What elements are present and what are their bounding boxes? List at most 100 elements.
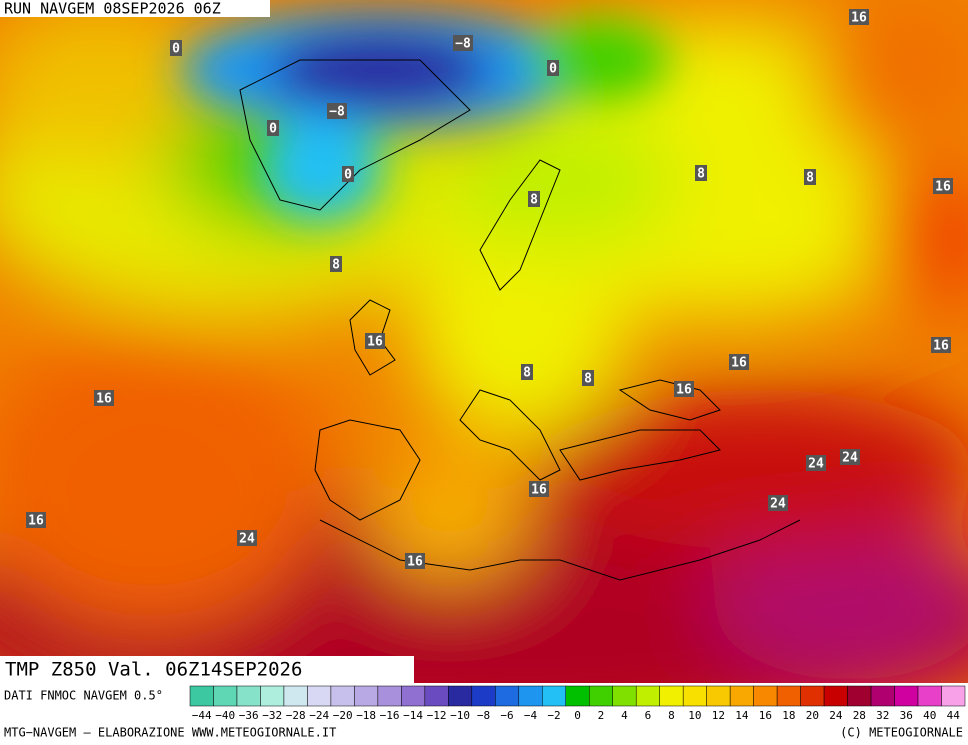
contour-label: 24 [239, 532, 255, 547]
contour-label-box [931, 337, 951, 353]
colorbar-swatch [307, 685, 332, 707]
contour-label: 24 [808, 457, 824, 472]
contour-label: 24 [770, 497, 786, 512]
contour-label-box [674, 381, 694, 397]
contour-label-box [528, 191, 540, 207]
contour-label-box [342, 166, 354, 182]
map-title: TMP Z850 Val. 06Z14SEP2026 [5, 659, 302, 681]
contour-label: 0 [344, 168, 352, 183]
coastlines [239, 59, 801, 581]
colorbar-swatch [260, 685, 285, 707]
contour-label: −8 [329, 105, 345, 120]
colorbar-tick-label: −2 [547, 709, 560, 722]
colorbar-swatch [471, 685, 496, 707]
colorbar-tick-label: 16 [759, 709, 772, 722]
contour-label: 16 [935, 180, 951, 195]
colorbar-swatch [635, 685, 660, 707]
colorbar-swatch [659, 685, 684, 707]
colorbar-tick-label: 18 [782, 709, 795, 722]
colorbar-swatch [377, 685, 402, 707]
colorbar-tick-label: −16 [380, 709, 400, 722]
contour-label-box [330, 256, 342, 272]
colorbar-swatch [330, 685, 355, 707]
colorbar-swatch [495, 685, 520, 707]
colorbar-tick-label: −14 [403, 709, 423, 722]
colorbar-swatch [518, 685, 543, 707]
contour-label: 16 [407, 555, 423, 570]
colorbar-tick-label: −18 [356, 709, 376, 722]
contour-label-box [365, 333, 385, 349]
colorbar-swatch [542, 685, 567, 707]
colorbar-swatch [941, 685, 966, 707]
colorbar-swatch [401, 685, 426, 707]
colorbar-swatch [776, 685, 801, 707]
contour-label: 16 [28, 514, 44, 529]
colorbar-tick-label: −12 [427, 709, 447, 722]
colorbar-swatch [213, 685, 238, 707]
contour-label-box [840, 449, 860, 465]
header-box [0, 0, 270, 17]
colorbar-swatch [424, 685, 449, 707]
colorbar-swatch [753, 685, 778, 707]
colorbar-swatch [448, 685, 473, 707]
contour-label: 16 [531, 483, 547, 498]
contour-label: 24 [842, 451, 858, 466]
colorbar-swatch [917, 685, 942, 707]
contour-label: 0 [549, 62, 557, 77]
contour-label: 16 [731, 356, 747, 371]
colorbar-tick-label: 2 [598, 709, 605, 722]
colorbar-tick-label: −40 [215, 709, 235, 722]
contour-label-box [806, 455, 826, 471]
colorbar-tick-label: −8 [477, 709, 490, 722]
colorbar-swatch [894, 685, 919, 707]
colorbar-tick-label: −28 [286, 709, 306, 722]
contour-label-box [405, 553, 425, 569]
contour-label: 8 [697, 167, 705, 182]
colorbar-tick-label: −10 [450, 709, 470, 722]
contour-label: 16 [96, 392, 112, 407]
colorbar-tick-label: 44 [947, 709, 961, 722]
footer-right: (C) METEOGIORNALE [840, 726, 963, 740]
colorbar-tick-label: 24 [829, 709, 843, 722]
contour-label-box [768, 495, 788, 511]
colorbar-tick-label: 14 [735, 709, 749, 722]
colorbar-tick-label: −44 [192, 709, 212, 722]
colorbar-swatch [800, 685, 825, 707]
contour-label: −8 [455, 37, 471, 52]
colorbar-swatch [236, 685, 261, 707]
colorbar-tick-label: 10 [688, 709, 701, 722]
contour-label-box [170, 40, 182, 56]
colorbar-tick-label: −36 [239, 709, 259, 722]
colorbar-tick-label: 20 [806, 709, 819, 722]
colorbar-tick-label: 8 [668, 709, 675, 722]
colorbar-swatch [870, 685, 895, 707]
colorbar-swatch [682, 685, 707, 707]
contour-label-box [529, 481, 549, 497]
contour-label: 16 [851, 11, 867, 26]
colorbar-swatch [588, 685, 613, 707]
contour-label-box [453, 35, 473, 51]
colorbar-tick-label: 0 [574, 709, 581, 722]
colorbar-tick-label: 40 [923, 709, 936, 722]
colorbar-tick-label: 36 [900, 709, 913, 722]
colorbar-tick-label: 28 [853, 709, 866, 722]
contour-label-box [849, 9, 869, 25]
contour-label-box [26, 512, 46, 528]
contour-label: 8 [332, 258, 340, 273]
contour-label: 8 [806, 171, 814, 186]
contour-label-box [94, 390, 114, 406]
colorbar-swatch [189, 685, 214, 707]
colorbar-swatch [847, 685, 872, 707]
contour-label: 8 [523, 366, 531, 381]
contour-label: 0 [172, 42, 180, 57]
contour-label-box [521, 364, 533, 380]
title-box [0, 656, 414, 683]
colorbar-tick-label: 6 [645, 709, 652, 722]
contour-label-box [804, 169, 816, 185]
contour-label: 8 [530, 193, 538, 208]
footer-left: MTG−NAVGEM – ELABORAZIONE WWW.METEOGIORN… [4, 726, 336, 740]
contour-label: 0 [269, 122, 277, 137]
colorbar-swatch [612, 685, 637, 707]
